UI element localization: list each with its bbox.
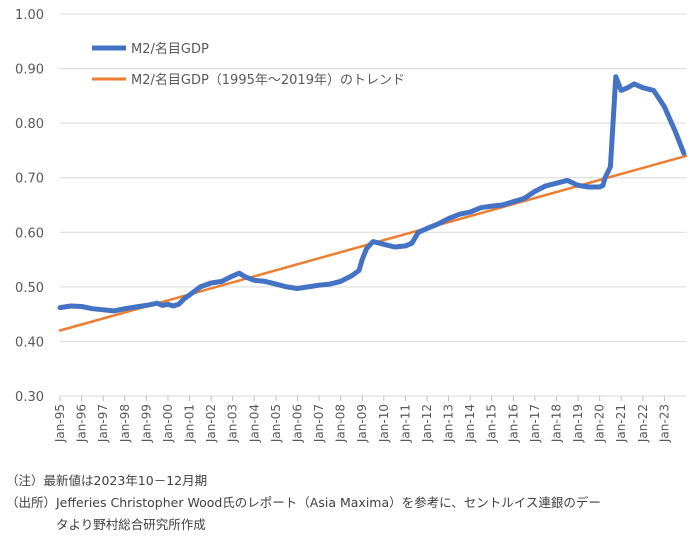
y-tick-label: 1.00 bbox=[15, 8, 44, 23]
legend-label-trend: M2/名目GDP（1995年～2019年）のトレンド bbox=[131, 72, 405, 88]
x-tick-label: Jan-18 bbox=[549, 404, 563, 443]
x-tick-label: Jan-96 bbox=[75, 404, 89, 443]
x-tick-label: Jan-15 bbox=[485, 404, 499, 443]
x-tick-label: Jan-21 bbox=[614, 404, 628, 443]
x-tick-label: Jan-07 bbox=[312, 404, 326, 443]
x-tick-label: Jan-23 bbox=[657, 404, 671, 443]
x-tick-label: Jan-05 bbox=[269, 404, 283, 443]
x-tick-label: Jan-02 bbox=[204, 404, 218, 443]
x-axis-ticks: Jan-95 Jan-96 Jan-97 Jan-98 Jan-99 Jan-00 Jan-… bbox=[53, 396, 671, 443]
x-tick-label: Jan-09 bbox=[355, 404, 369, 443]
legend-label-m2-gdp: M2/名目GDP bbox=[131, 41, 209, 57]
y-tick-label: 0.60 bbox=[15, 226, 44, 241]
x-tick-label: Jan-95 bbox=[53, 404, 67, 443]
x-tick-label: Jan-11 bbox=[398, 404, 412, 443]
footnotes: （注）最新値は2023年10－12月期 （出所）Jefferies Christ… bbox=[6, 470, 692, 536]
note-latest-value: （注）最新値は2023年10－12月期 bbox=[6, 473, 208, 488]
y-tick-label: 0.90 bbox=[15, 63, 44, 78]
y-tick-label: 0.40 bbox=[15, 335, 44, 350]
y-tick-label: 0.80 bbox=[15, 117, 44, 132]
x-tick-label: Jan-06 bbox=[290, 404, 304, 443]
y-tick-label: 0.30 bbox=[15, 390, 44, 405]
source-note-continued: タより野村総合研究所作成 bbox=[56, 517, 206, 532]
x-tick-label: Jan-03 bbox=[226, 404, 240, 443]
y-tick-label: 0.70 bbox=[15, 172, 44, 187]
x-tick-label: Jan-08 bbox=[334, 404, 348, 443]
series-lines bbox=[57, 74, 688, 332]
x-tick-label: Jan-22 bbox=[636, 404, 650, 443]
x-tick-label: Jan-16 bbox=[506, 404, 520, 443]
source-note: （出所）Jefferies Christopher Wood氏のレポート（Asi… bbox=[6, 495, 601, 510]
series-line-m2-gdp bbox=[57, 74, 687, 314]
y-tick-label: 0.50 bbox=[15, 281, 44, 296]
x-tick-label: Jan-19 bbox=[571, 404, 585, 443]
x-tick-label: Jan-97 bbox=[96, 404, 110, 443]
x-tick-label: Jan-12 bbox=[420, 404, 434, 443]
x-tick-label: Jan-20 bbox=[593, 404, 607, 443]
legend: M2/名目GDP M2/名目GDP（1995年～2019年）のトレンド bbox=[92, 41, 405, 88]
x-tick-label: Jan-98 bbox=[118, 404, 132, 443]
y-axis-ticks: 1.00 0.90 0.80 0.70 0.60 0.50 0.40 0.30 bbox=[15, 8, 44, 405]
x-tick-label: Jan-04 bbox=[247, 404, 261, 443]
x-tick-label: Jan-13 bbox=[442, 404, 456, 443]
gridlines bbox=[60, 13, 686, 397]
x-tick-label: Jan-17 bbox=[528, 404, 542, 443]
line-chart: 1.000.900.800.700.600.500.400.30 Jan-95 J… bbox=[15, 8, 688, 443]
x-tick-label: Jan-99 bbox=[139, 404, 153, 443]
x-tick-label: Jan-10 bbox=[377, 404, 391, 443]
x-tick-label: Jan-00 bbox=[161, 404, 175, 443]
x-tick-label: Jan-01 bbox=[183, 404, 197, 443]
x-tick-label: Jan-14 bbox=[463, 404, 477, 443]
